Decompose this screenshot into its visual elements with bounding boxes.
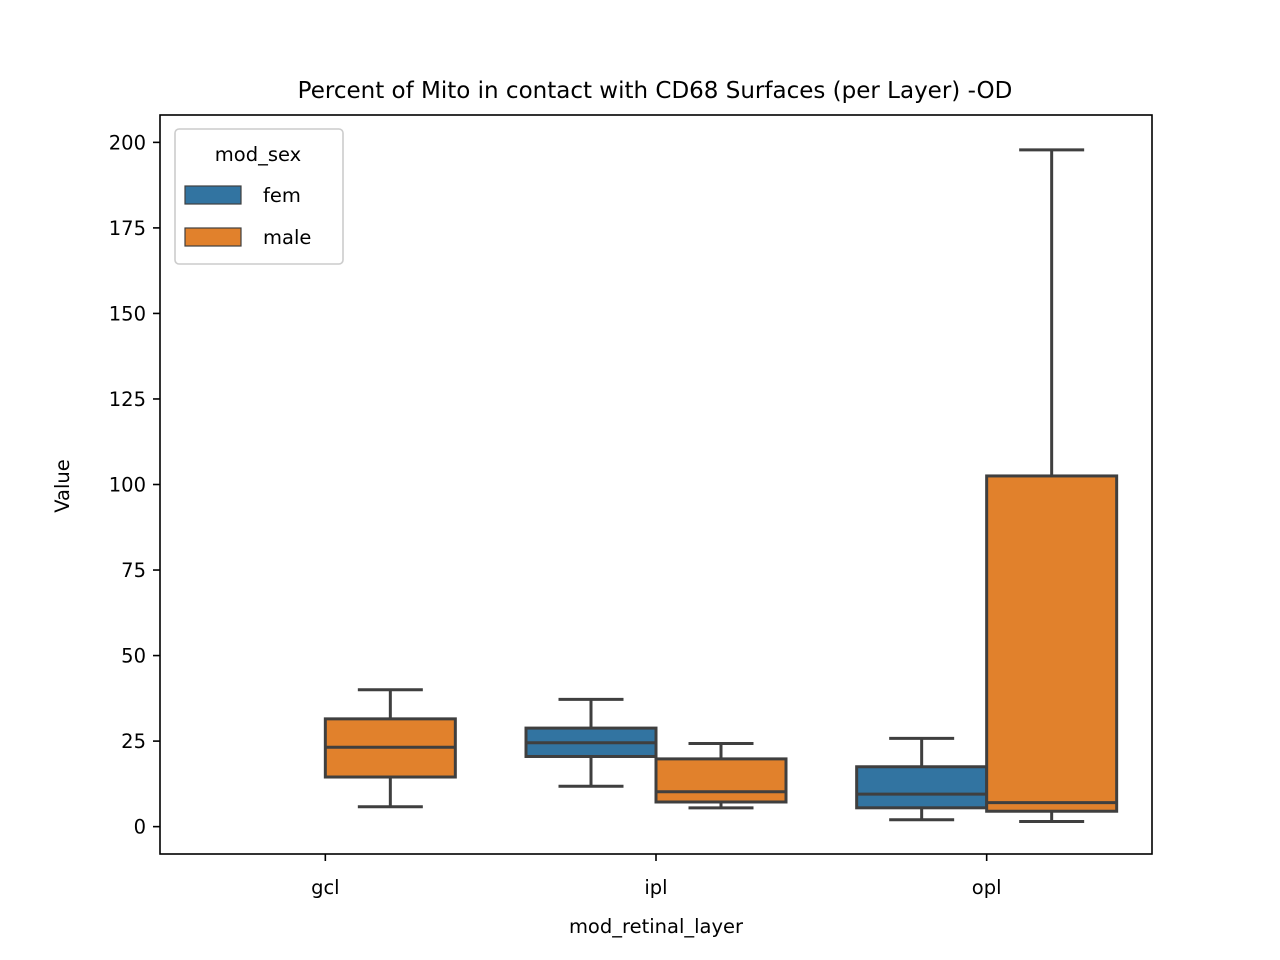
box-fem-ipl xyxy=(524,697,658,788)
box-iqr xyxy=(654,757,788,804)
x-axis: gcl ipl opl xyxy=(311,854,1002,899)
box-male-ipl xyxy=(654,741,788,810)
legend-swatch-fem xyxy=(184,185,242,205)
y-tick-label: 75 xyxy=(121,559,146,582)
chart-title: Percent of Mito in contact with CD68 Sur… xyxy=(298,78,1013,104)
legend-label-fem: fem xyxy=(263,184,301,207)
legend-label-male: male xyxy=(263,226,311,249)
x-tick-label: ipl xyxy=(644,876,667,899)
y-tick-label: 175 xyxy=(109,217,146,240)
box-male-gcl xyxy=(323,688,457,809)
box-fem-opl xyxy=(855,736,989,822)
y-axis: 0 25 50 75 100 125 150 175 200 xyxy=(109,131,160,839)
box-iqr xyxy=(855,765,989,810)
box-iqr xyxy=(985,474,1119,813)
y-tick-label: 25 xyxy=(121,730,146,753)
x-tick-label: opl xyxy=(972,876,1002,899)
legend-swatch-male xyxy=(184,227,242,247)
y-axis-label: Value xyxy=(51,459,74,513)
box-male-opl xyxy=(985,148,1119,823)
x-axis-label: mod_retinal_layer xyxy=(569,915,744,938)
y-tick-label: 50 xyxy=(121,645,146,668)
y-tick-label: 100 xyxy=(109,474,146,497)
y-tick-label: 125 xyxy=(109,388,146,411)
x-tick-label: gcl xyxy=(311,876,340,899)
plot-area xyxy=(323,148,1119,823)
legend: mod_sex fem male xyxy=(174,128,344,265)
legend-title: mod_sex xyxy=(215,143,301,166)
y-tick-label: 200 xyxy=(109,131,146,154)
y-tick-label: 0 xyxy=(134,816,146,839)
y-tick-label: 150 xyxy=(109,302,146,325)
